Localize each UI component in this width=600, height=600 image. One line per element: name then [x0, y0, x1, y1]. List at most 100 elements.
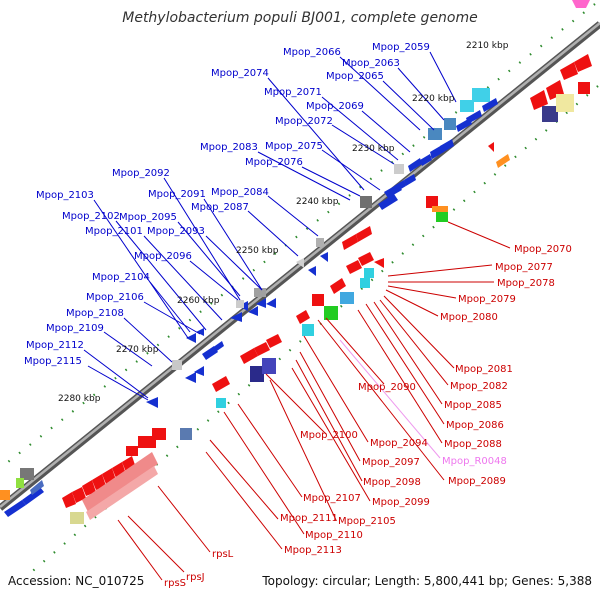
- feature-reverse-gene: [296, 310, 310, 324]
- gene-label[interactable]: Mpop_2072: [275, 116, 333, 127]
- tick-label: 2250 kbp: [236, 246, 279, 256]
- forward-gene-labels: Mpop_2059 Mpop_2063 Mpop_2065 Mpop_2066 …: [24, 42, 430, 367]
- tick-label: 2280 kbp: [58, 394, 101, 404]
- gene-label[interactable]: Mpop_2105: [338, 516, 396, 527]
- gene-label[interactable]: Mpop_2076: [245, 157, 303, 168]
- feature-orange-block: [432, 206, 448, 212]
- feature-forward-gene: [196, 328, 204, 336]
- gene-label[interactable]: Mpop_2077: [495, 262, 553, 273]
- gene-label[interactable]: Mpop_2098: [363, 477, 421, 488]
- gene-label[interactable]: Mpop_2094: [370, 438, 428, 449]
- gene-label[interactable]: Mpop_2075: [265, 141, 323, 152]
- accession-text: Accession: NC_010725: [8, 574, 144, 588]
- feature-forward-gene: [296, 258, 304, 268]
- feature-reverse-gene: [82, 480, 96, 496]
- gene-label[interactable]: Mpop_2066: [283, 47, 341, 58]
- rna-label[interactable]: Mpop_R0048: [442, 456, 507, 467]
- feature-reverse-gene: [126, 446, 138, 456]
- gene-label[interactable]: Mpop_2113: [284, 545, 342, 556]
- feature-green-block: [16, 478, 24, 488]
- feature-forward-gene: [185, 372, 196, 383]
- gene-label[interactable]: Mpop_2059: [372, 42, 430, 53]
- gene-label[interactable]: Mpop_2063: [342, 58, 400, 69]
- gene-label[interactable]: Mpop_2112: [26, 340, 84, 351]
- forward-leader-lines: [83, 51, 457, 401]
- gene-label[interactable]: Mpop_2097: [362, 457, 420, 468]
- feature-ribosomal-cluster: [86, 466, 158, 520]
- tick-label: 2270 kbp: [116, 345, 159, 355]
- feature-reverse-gene: [574, 54, 592, 72]
- gene-label[interactable]: Mpop_2070: [514, 244, 572, 255]
- feature-forward-gene: [194, 366, 204, 376]
- gene-label[interactable]: Mpop_2091: [148, 189, 206, 200]
- gene-label[interactable]: Mpop_2106: [86, 292, 144, 303]
- feature-grey-block: [236, 300, 244, 308]
- reverse-strand-features: [62, 54, 592, 524]
- gene-label[interactable]: Mpop_2102: [62, 211, 120, 222]
- feature-forward-gene: [256, 298, 266, 308]
- forward-strand-features: [0, 0, 590, 517]
- gene-label[interactable]: Mpop_2095: [119, 212, 177, 223]
- gene-label[interactable]: Mpop_2104: [92, 272, 150, 283]
- gene-label[interactable]: Mpop_2080: [440, 312, 498, 323]
- gene-label[interactable]: Mpop_2101: [85, 226, 143, 237]
- gene-label[interactable]: Mpop_2071: [264, 87, 322, 98]
- gene-label[interactable]: Mpop_2110: [305, 530, 363, 541]
- gene-label[interactable]: Mpop_2087: [191, 202, 249, 213]
- gene-label[interactable]: Mpop_2083: [200, 142, 258, 153]
- feature-grey-block: [172, 360, 182, 370]
- feature-grey-block: [316, 238, 324, 247]
- gene-label[interactable]: Mpop_2107: [303, 493, 361, 504]
- gene-label[interactable]: Mpop_2089: [448, 476, 506, 487]
- gene-label[interactable]: Mpop_2115: [24, 356, 82, 367]
- gene-label[interactable]: Mpop_2093: [147, 226, 205, 237]
- feature-reverse-gene: [240, 348, 258, 364]
- feature-reverse-gene: [254, 342, 270, 356]
- gene-label[interactable]: Mpop_2090: [358, 382, 416, 393]
- feature-forward-gene: [4, 500, 26, 517]
- gene-label[interactable]: Mpop_2079: [458, 294, 516, 305]
- gene-label[interactable]: Mpop_2078: [497, 278, 555, 289]
- feature-reverse-gene: [330, 278, 346, 294]
- gene-label[interactable]: Mpop_2103: [36, 190, 94, 201]
- gene-label[interactable]: Mpop_2084: [211, 187, 269, 198]
- feature-forward-gene: [394, 180, 406, 192]
- gene-label[interactable]: Mpop_2109: [46, 323, 104, 334]
- feature-khaki-block: [556, 94, 574, 112]
- gene-label[interactable]: Mpop_2081: [455, 364, 513, 375]
- gene-label[interactable]: Mpop_2099: [372, 497, 430, 508]
- feature-grey-block: [394, 164, 404, 174]
- gene-label[interactable]: Mpop_2088: [444, 439, 502, 450]
- gene-label[interactable]: rpsL: [212, 549, 234, 560]
- feature-forward-gene: [420, 154, 432, 166]
- gene-label[interactable]: Mpop_2092: [112, 168, 170, 179]
- feature-forward-gene: [440, 139, 454, 153]
- feature-cyan-block: [360, 278, 370, 288]
- gene-label[interactable]: Mpop_2111: [280, 513, 338, 524]
- feature-cyan-block: [472, 88, 490, 102]
- feature-forward-gene: [378, 194, 398, 210]
- feature-grey-block: [254, 288, 266, 297]
- gene-label[interactable]: Mpop_2100: [300, 430, 358, 441]
- gene-label[interactable]: rpsJ: [186, 572, 205, 583]
- feature-cyan-block: [364, 268, 374, 278]
- tick-label: 2260 kbp: [177, 296, 220, 306]
- gene-label[interactable]: rpsS: [164, 578, 186, 589]
- tick-label: 2230 kbp: [352, 144, 395, 154]
- gene-label[interactable]: Mpop_2108: [66, 308, 124, 319]
- gene-label[interactable]: Mpop_2082: [450, 381, 508, 392]
- gene-label[interactable]: Mpop_2069: [306, 101, 364, 112]
- gene-label[interactable]: Mpop_2074: [211, 68, 269, 79]
- gene-label[interactable]: Mpop_2065: [326, 71, 384, 82]
- feature-blue-block: [428, 128, 442, 140]
- feature-cyan-block: [216, 398, 226, 408]
- feature-blue-block: [444, 118, 456, 130]
- gene-label[interactable]: Mpop_2096: [134, 251, 192, 262]
- gene-label[interactable]: Mpop_2085: [444, 400, 502, 411]
- gene-label[interactable]: Mpop_2086: [446, 420, 504, 431]
- feature-orange-block: [496, 154, 510, 168]
- feature-reverse-gene: [212, 376, 230, 392]
- feature-reverse-gene: [312, 294, 324, 306]
